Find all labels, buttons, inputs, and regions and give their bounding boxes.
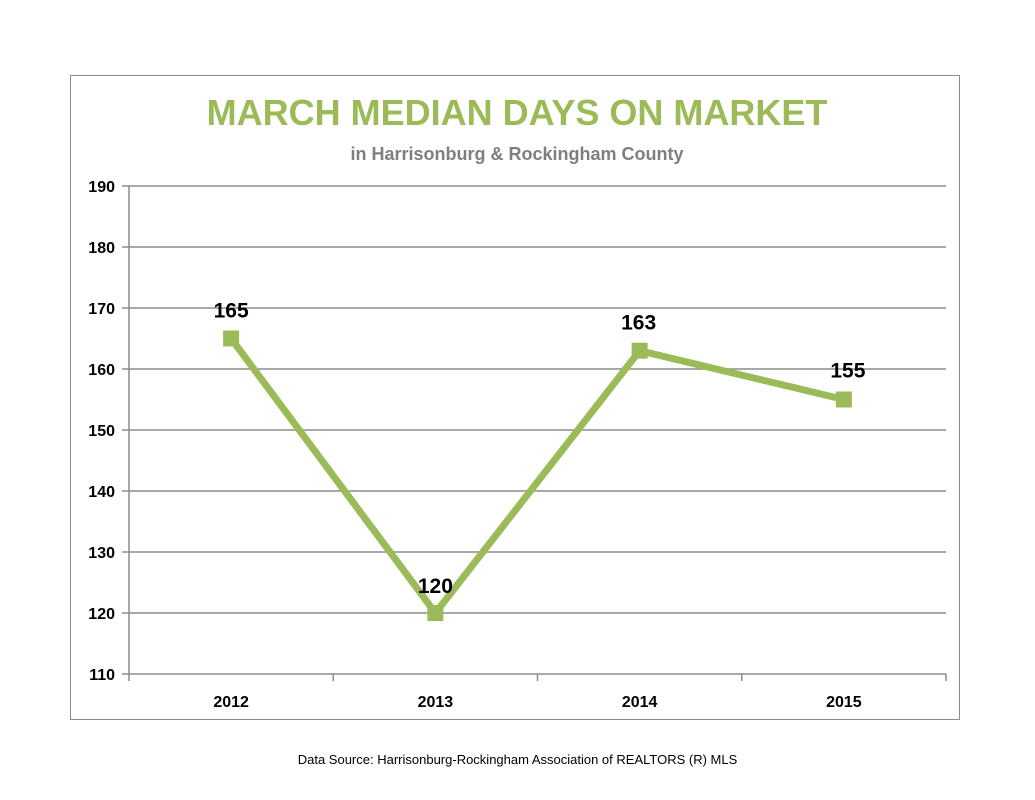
data-label: 120 — [418, 575, 453, 598]
data-point-2012 — [223, 330, 240, 347]
data-source-note: Data Source: Harrisonburg-Rockingham Ass… — [297, 752, 738, 767]
y-tick-label: 150 — [88, 423, 115, 440]
x-tick-label: 2012 — [213, 694, 249, 711]
data-labels: 165 120 163 155 — [214, 300, 866, 599]
y-tick-label: 180 — [88, 240, 115, 257]
y-tick-label: 120 — [88, 606, 115, 623]
data-label: 155 — [830, 360, 865, 383]
series — [223, 330, 852, 621]
series-line — [228, 336, 845, 617]
data-label: 163 — [621, 312, 656, 335]
y-tick-label: 160 — [88, 362, 115, 379]
x-tick-label: 2014 — [622, 694, 658, 711]
y-tick-label: 190 — [88, 179, 115, 196]
chart-subtitle: in Harrisonburg & Rockingham County — [350, 144, 683, 164]
data-point-2015 — [835, 391, 852, 408]
chart-title: MARCH MEDIAN DAYS ON MARKET — [207, 92, 828, 133]
y-tick-label: 110 — [89, 667, 115, 684]
x-tick-label: 2013 — [418, 694, 454, 711]
gridlines — [129, 185, 946, 614]
y-tick-label: 140 — [88, 484, 115, 501]
y-tick-label: 130 — [88, 545, 115, 562]
axes: 110 120 130 140 150 160 170 180 190 2012 2013 2014 2… — [88, 179, 947, 711]
y-tick-label: 170 — [88, 301, 115, 318]
data-point-2013 — [427, 605, 444, 621]
data-point-2014 — [631, 342, 648, 359]
x-tick-label: 2015 — [826, 694, 862, 711]
data-label: 165 — [214, 300, 249, 323]
